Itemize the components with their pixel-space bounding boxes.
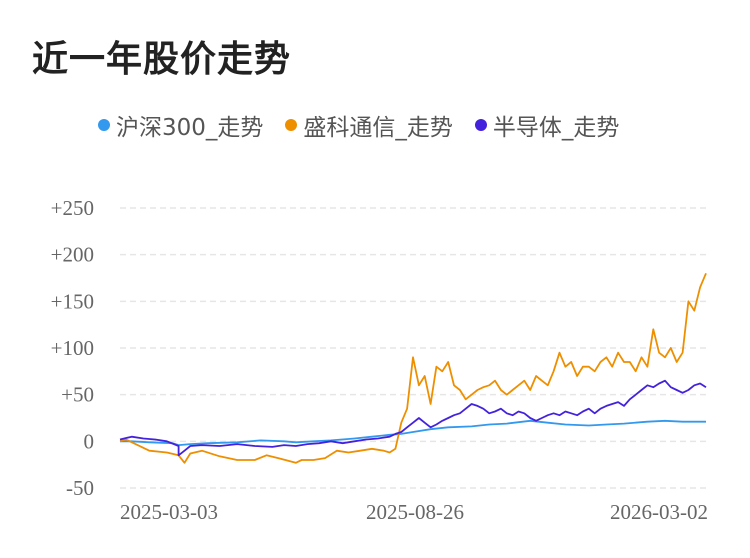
- y-tick-label: +150: [51, 289, 94, 313]
- legend-dot-hs300: [98, 119, 110, 131]
- legend-item-semiconductor[interactable]: 半导体_走势: [474, 108, 620, 142]
- legend-label-hs300: 沪深300_走势: [116, 115, 264, 141]
- legend-dot-shengke: [285, 119, 298, 131]
- x-tick-label: 2026-03-02: [610, 500, 708, 524]
- series-line-1: [119, 272, 707, 464]
- x-tick-label: 2025-03-03: [120, 500, 218, 524]
- y-tick-label: +250: [51, 196, 94, 220]
- y-tick-label: 0: [84, 429, 95, 453]
- legend-label-shengke: 盛科通信_走势: [303, 115, 453, 141]
- legend-item-shengke[interactable]: 盛科通信_走势: [285, 108, 453, 142]
- x-tick-label: 2025-08-26: [366, 500, 464, 524]
- page-title: 近一年股价走势: [32, 39, 292, 80]
- legend-dot-semiconductor: [474, 119, 487, 131]
- y-tick-label: +200: [51, 243, 94, 267]
- legend-label-semiconductor: 半导体_走势: [492, 115, 620, 141]
- y-tick-label: -50: [66, 476, 94, 500]
- series-line-0: [120, 419, 706, 447]
- series-line-2: [119, 379, 707, 457]
- y-tick-label: +50: [61, 383, 94, 407]
- chart-legend: 沪深300_走势 盛科通信_走势 半导体_走势: [98, 108, 641, 142]
- y-tick-label: +100: [51, 336, 94, 360]
- legend-item-hs300[interactable]: 沪深300_走势: [98, 108, 263, 142]
